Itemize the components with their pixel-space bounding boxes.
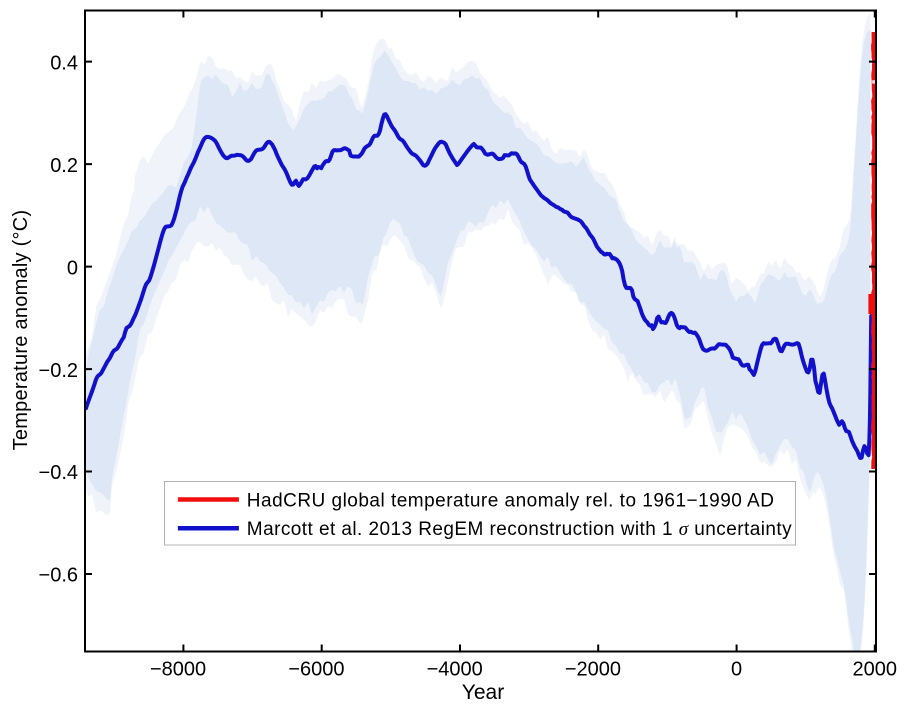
svg-text:−0.2: −0.2 [39,360,78,382]
svg-text:0.2: 0.2 [50,155,78,177]
svg-text:−8000: −8000 [150,659,206,681]
svg-text:Marcott et al. 2013 RegEM reco: Marcott et al. 2013 RegEM reconstruction… [247,519,792,540]
svg-text:−0.4: −0.4 [39,462,78,484]
svg-text:0: 0 [731,659,742,681]
svg-text:2000: 2000 [853,659,898,681]
svg-text:−6000: −6000 [288,659,344,681]
svg-text:0.4: 0.4 [50,52,78,74]
svg-text:−4000: −4000 [427,659,483,681]
svg-text:0: 0 [67,257,78,279]
svg-text:−0.6: −0.6 [39,565,78,587]
svg-text:Temperature anomaly (°C): Temperature anomaly (°C) [10,210,32,451]
svg-text:Year: Year [462,681,504,704]
svg-text:−2000: −2000 [565,659,621,681]
svg-text:HadCRU global temperature anom: HadCRU global temperature anomaly rel. t… [247,490,775,511]
